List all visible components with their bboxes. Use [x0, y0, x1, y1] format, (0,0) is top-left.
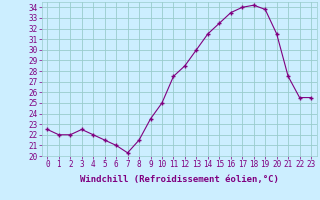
X-axis label: Windchill (Refroidissement éolien,°C): Windchill (Refroidissement éolien,°C) — [80, 175, 279, 184]
